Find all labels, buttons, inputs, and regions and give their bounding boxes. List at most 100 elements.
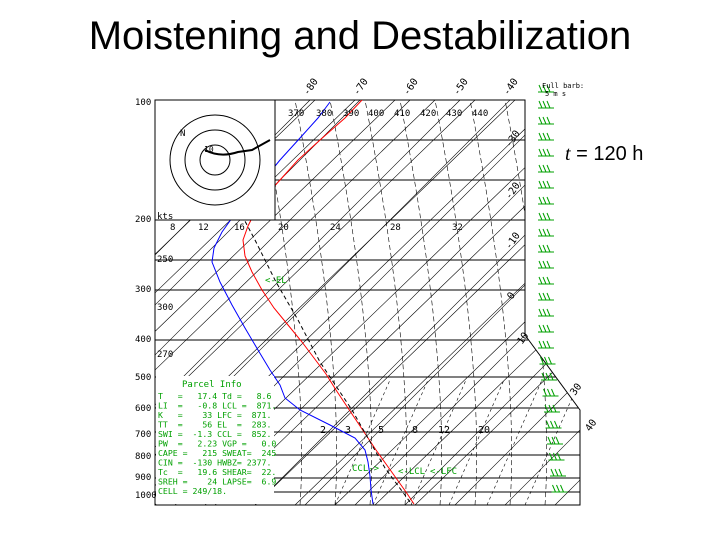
pressure-tick-label: 400 xyxy=(135,335,151,345)
parcel-info-row: SWI = -1.3 CCL = 852. xyxy=(158,429,271,439)
wind-barb-flag xyxy=(542,100,547,109)
parcel-info-row: K = 33 LFC = 871. xyxy=(158,410,271,420)
pressure-tick-label: 100 xyxy=(135,98,151,108)
wind-barb-flag xyxy=(560,484,564,493)
mixing-ratio-label: 16 xyxy=(234,223,245,233)
wind-barb-flag xyxy=(551,388,555,397)
mixing-ratio-label: 8 xyxy=(170,223,175,233)
parcel-info-row: Tc = 19.6 SHEAR= 22. xyxy=(158,467,276,477)
wind-barb-flag xyxy=(546,292,551,301)
wind-barb-flag xyxy=(538,324,543,333)
wind-barb-flag xyxy=(552,404,557,413)
wind-barb-flag xyxy=(546,148,551,157)
hodograph-ring-mark: 10 xyxy=(204,145,214,154)
mixing-ratio-lower-label: 2 xyxy=(320,425,326,436)
wind-barb-flag xyxy=(544,356,548,365)
parcel-info-row: CIN = -130 HWBZ= 2377. xyxy=(158,458,271,468)
theta-label: 370 xyxy=(288,109,304,119)
wind-barb-flag xyxy=(538,212,543,221)
wind-barb-flag xyxy=(547,388,551,397)
hodograph-ring-inner xyxy=(199,144,231,176)
wind-barb-flag xyxy=(538,148,543,157)
dry-adiabat-line xyxy=(334,100,580,505)
wind-barb-flag xyxy=(555,436,560,445)
mixing-ratio-lower-label: 20 xyxy=(478,425,490,436)
wind-barb-flag xyxy=(538,180,543,189)
wind-barb-flag xyxy=(546,164,551,173)
wind-barb-flag xyxy=(550,420,554,429)
theta-label: 440 xyxy=(472,109,488,119)
mixing-ratio-label: 32 xyxy=(452,223,463,233)
slide-title: Moistening and Destabilization xyxy=(88,14,632,58)
wind-barb-flag xyxy=(546,228,551,237)
hodograph-box xyxy=(154,99,276,221)
time-value: = 120 h xyxy=(570,143,644,165)
parcel-info-row: T = 17.4 Td = 8.6 xyxy=(158,391,271,401)
dry-adiabat-line xyxy=(214,100,580,505)
inset-pressure-label: 270 xyxy=(157,350,173,360)
wind-barb-flag xyxy=(546,100,551,109)
moist-adiabat-line xyxy=(399,100,442,505)
isotherm-line xyxy=(304,100,580,505)
pressure-tick-label: 600 xyxy=(135,404,151,414)
wind-barb-flag xyxy=(538,196,543,205)
lcl-marker: <-LCL xyxy=(398,467,425,477)
wind-barb-flag xyxy=(542,244,547,253)
pressure-tick-label: 800 xyxy=(135,452,151,462)
mixing-ratio-line xyxy=(372,379,429,505)
hodograph-north-mark: N xyxy=(180,129,185,139)
mixing-ratio-line xyxy=(448,379,505,505)
wind-barb-flag xyxy=(551,436,556,445)
dry-adiabat-line xyxy=(155,100,436,505)
dry-adiabat-line xyxy=(374,100,580,505)
wind-legend-line2: 5 m s xyxy=(545,90,566,98)
wind-barb-flag xyxy=(542,132,547,141)
isotherm-line xyxy=(504,100,580,505)
wind-legend-line1: Full barb: xyxy=(542,82,584,90)
wind-barbs xyxy=(538,84,568,493)
wind-barb-flag xyxy=(552,484,556,493)
hodograph-units: kts xyxy=(157,212,173,222)
wind-barb-flag xyxy=(546,132,551,141)
isotherm-line xyxy=(605,100,720,505)
wind-barb-flag xyxy=(549,372,554,381)
wind-barb-flag xyxy=(538,260,543,269)
hodograph-trace xyxy=(204,139,271,156)
wind-barb-flag xyxy=(546,212,551,221)
wind-barb-flag xyxy=(546,116,551,125)
parcel-info-row: SREH = 24 LAPSE= 6.9 xyxy=(158,477,276,487)
mixing-ratio-line xyxy=(524,379,580,505)
temperature-right-label: 10 xyxy=(515,331,531,347)
isotherm-line xyxy=(254,100,580,505)
wind-barb-flag xyxy=(542,164,547,173)
wind-barb-flag xyxy=(543,388,547,397)
pressure-tick-label: 1000 xyxy=(135,491,157,501)
moist-adiabat-line xyxy=(434,100,477,505)
temperature-top-label: -50 xyxy=(451,77,470,98)
theta-label: 400 xyxy=(368,109,384,119)
wind-barb-flag xyxy=(542,324,547,333)
wind-barb-flag xyxy=(542,276,547,285)
dry-adiabat-line xyxy=(155,100,356,505)
el-marker: <-EL xyxy=(265,276,287,286)
wind-barb-flag xyxy=(546,340,551,349)
wind-barb-flag xyxy=(542,212,547,221)
dry-adiabat-line xyxy=(155,100,156,505)
wind-barb-flag xyxy=(546,244,551,253)
dry-adiabat-line xyxy=(155,100,476,505)
theta-label: 430 xyxy=(446,109,462,119)
mixing-ratio-lower-label: 12 xyxy=(438,425,450,436)
temperature-right-label: 0 xyxy=(505,290,517,301)
wind-barb-flag xyxy=(538,132,543,141)
wind-barb-flag xyxy=(538,228,543,237)
wind-barb-flag xyxy=(538,100,543,109)
wind-barb-flag xyxy=(538,308,543,317)
pressure-tick-label: 200 xyxy=(135,215,151,225)
wind-barb-flag xyxy=(542,180,547,189)
hodograph-ring-middle xyxy=(184,129,246,191)
wind-barb-flag xyxy=(538,340,543,349)
temperature-profile xyxy=(242,100,415,505)
mixing-ratio-label: 12 xyxy=(198,223,209,233)
isotherm-line xyxy=(404,100,580,505)
